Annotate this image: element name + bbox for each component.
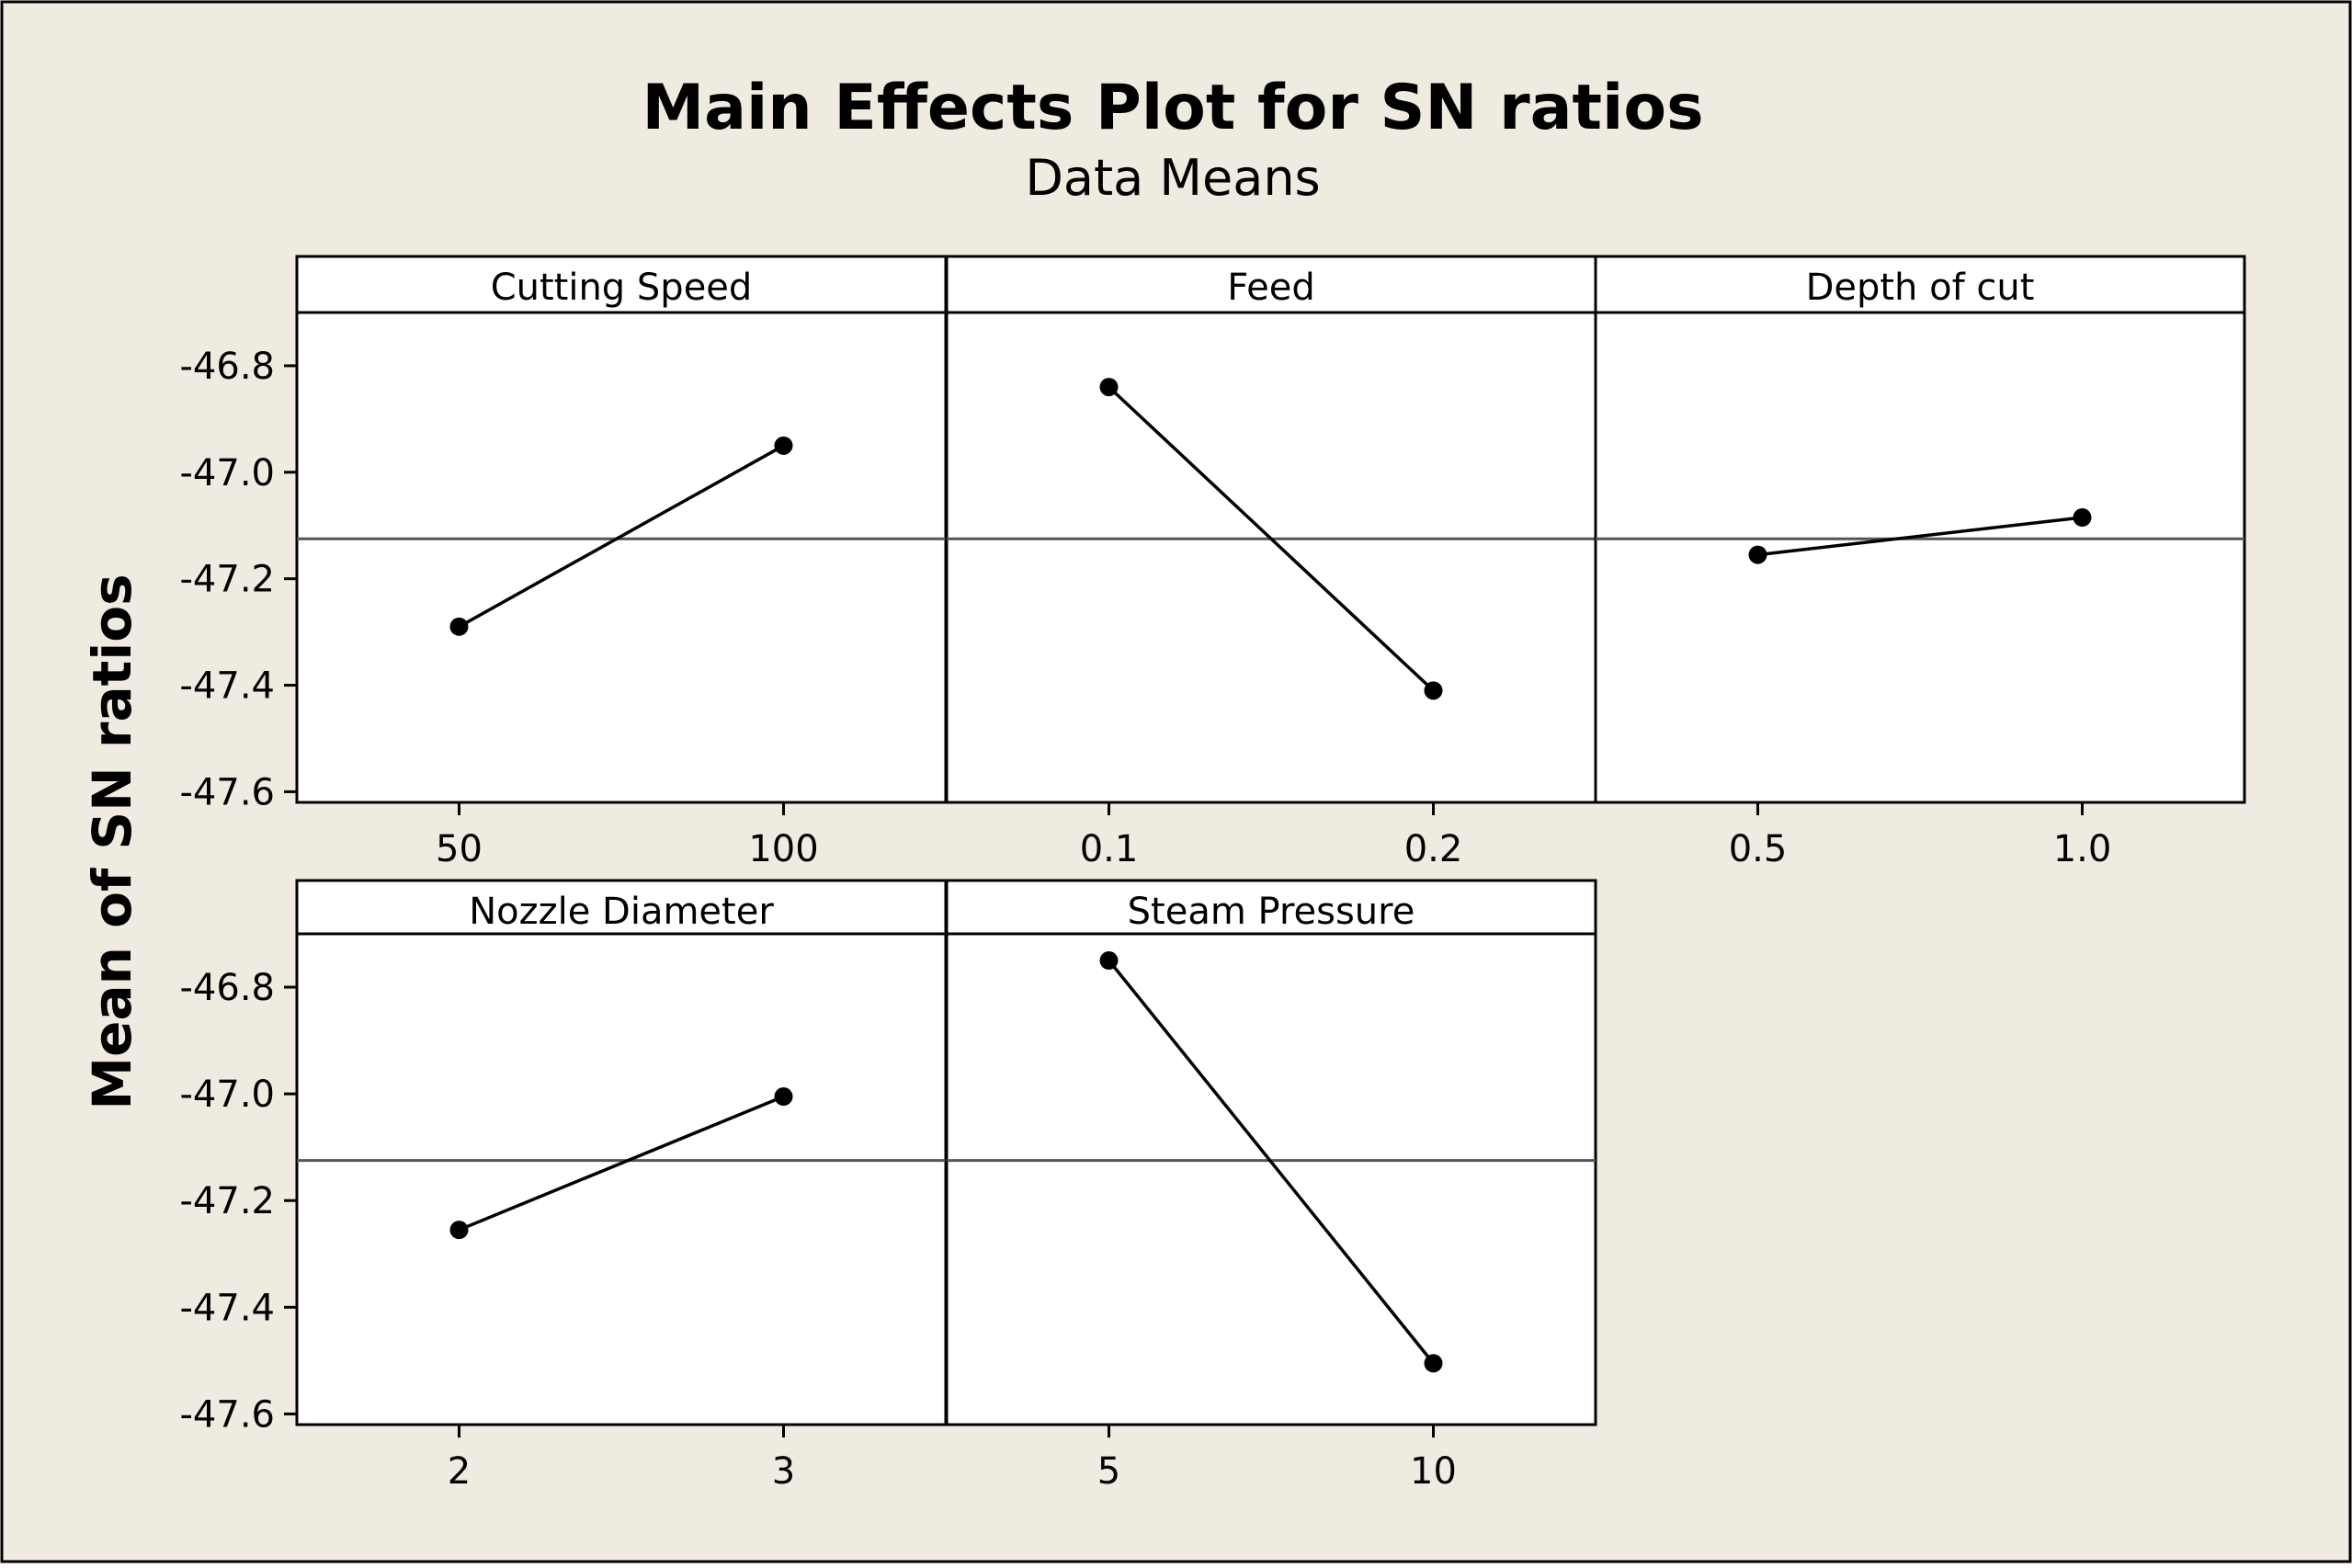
x-tick-label: 10 [1410, 1450, 1457, 1493]
panel-plot-area [945, 932, 1597, 1426]
panel-plot-area [945, 311, 1597, 804]
panel-title: Steam Pressure [1128, 891, 1415, 933]
series-line [1108, 959, 1435, 1365]
panel-title: Feed [1227, 267, 1314, 309]
x-tick-label: 0.2 [1404, 828, 1463, 870]
data-point [449, 1221, 469, 1240]
panel-header [295, 255, 948, 314]
data-point [1099, 951, 1119, 971]
x-tick-label: 5 [1097, 1450, 1120, 1493]
x-tick-label: 100 [748, 828, 818, 870]
data-point [774, 436, 793, 455]
y-tick-label: -47.4 [180, 665, 276, 708]
x-tick-label: 1.0 [2053, 828, 2112, 870]
y-tick-label: -46.8 [180, 967, 276, 1009]
x-tick-label: 2 [448, 1450, 471, 1493]
y-tick-label: -47.0 [180, 1074, 276, 1116]
panel-title: Nozzle Diameter [469, 891, 774, 933]
x-tick-label: 0.1 [1080, 828, 1139, 870]
data-point [1424, 1354, 1443, 1373]
y-tick-label: -47.2 [180, 1180, 276, 1222]
series-line [1757, 516, 2083, 557]
x-tick-label: 3 [772, 1450, 795, 1493]
data-point [2073, 508, 2092, 528]
data-point [774, 1087, 793, 1107]
panel: Steam Pressure 5 10 [945, 879, 1597, 1493]
x-tick-label: 50 [436, 828, 483, 870]
panel: Depth of cut 0.5 1.0 [1594, 255, 2246, 870]
data-point [449, 617, 469, 636]
data-point [1099, 378, 1119, 397]
x-tick-label: 0.5 [1729, 828, 1788, 870]
chart-subtitle: Data Means [1025, 149, 1320, 207]
panel-header [1594, 255, 2246, 314]
panel: Nozzle Diameter -46.8 -47.0 -47.2 -47.4 -47.6… [180, 879, 948, 1493]
panel: Cutting Speed -46.8 -47.0 -47.2 -47.4 -47.6 50… [180, 255, 948, 870]
panels-group: Cutting Speed-46.8-47.0-47.2-47.4-47.650… [180, 255, 2246, 1493]
series-line [1108, 385, 1435, 692]
chart-title: Main Effects Plot for SN ratios [642, 72, 1703, 144]
y-tick-label: -47.6 [180, 1393, 276, 1436]
y-tick-label: -47.6 [180, 771, 276, 813]
y-tick-label: -47.0 [180, 452, 276, 494]
panel: Feed 0.1 0.2 [945, 255, 1597, 870]
y-axis-label: Mean of SN ratios [81, 574, 143, 1109]
data-point [1424, 681, 1443, 700]
series-line [458, 444, 785, 629]
y-tick-label: -47.2 [180, 559, 276, 601]
y-tick-label: -46.8 [180, 346, 276, 388]
y-tick-label: -47.4 [180, 1287, 276, 1329]
series-line [458, 1095, 785, 1232]
panel-plot-area [1594, 311, 2246, 804]
panel-plot-area [295, 932, 948, 1426]
panel-plot-area [295, 311, 948, 804]
panel-title: Depth of cut [1806, 267, 2035, 309]
data-point [1748, 545, 1767, 564]
panel-title: Cutting Speed [491, 267, 753, 309]
